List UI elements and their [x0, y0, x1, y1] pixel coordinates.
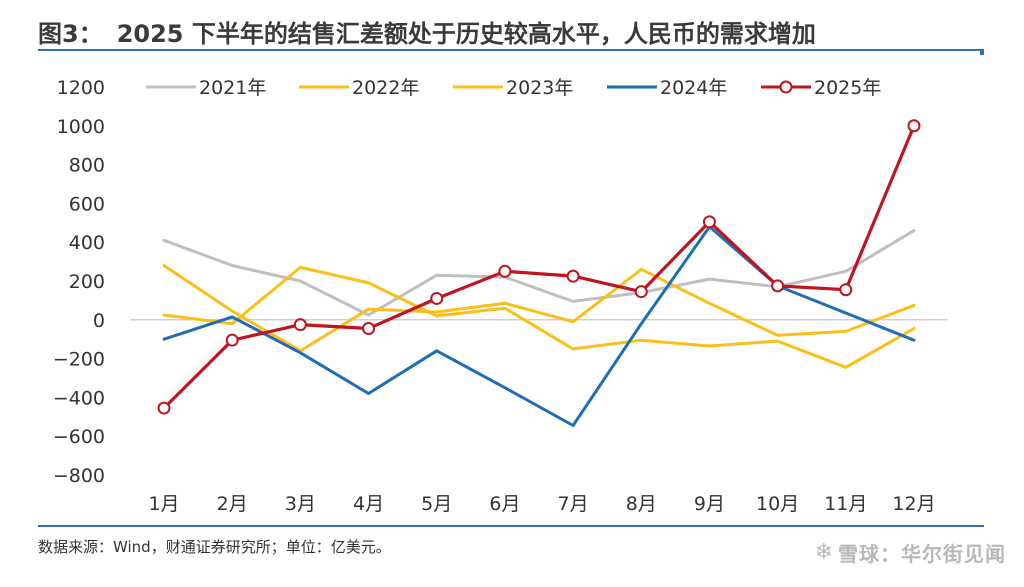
y-axis: 1200 1000 800 600 400 200 0 −200 −400 −600 −800 [53, 77, 948, 487]
x-tick-label: 10月 [756, 493, 799, 515]
y-tick-label: 1200 [57, 77, 105, 99]
bottom-rule [38, 525, 984, 527]
x-tick-label: 3月 [285, 493, 316, 515]
series-line-2022年 [162, 264, 916, 353]
data-point [702, 215, 716, 229]
legend-label: 2021年 [199, 77, 266, 99]
x-tick-label: 2月 [217, 493, 248, 515]
y-tick-label: −600 [53, 426, 105, 448]
page-title: 图3： 2025 下半年的结售汇差额处于历史较高水平，人民币的需求增加 [38, 14, 816, 49]
chart-title: 2025 下半年的结售汇差额处于历史较高水平，人民币的需求增加 [116, 20, 816, 48]
x-tick-label: 7月 [558, 493, 589, 515]
x-tick-label: 4月 [353, 493, 384, 515]
series-line-2024年 [162, 225, 916, 427]
x-tick-label: 11月 [824, 493, 867, 515]
data-point [566, 269, 580, 283]
watermark: ❄ 雪球：华尔街见闻 [815, 538, 1006, 567]
y-tick-label: 600 [69, 193, 105, 215]
data-point [771, 279, 785, 293]
legend-label: 2024年 [660, 77, 727, 99]
data-point [430, 291, 444, 305]
x-tick-label: 5月 [421, 493, 452, 515]
data-point [157, 401, 171, 415]
y-tick-label: −800 [53, 465, 105, 487]
x-tick-label: 12月 [892, 493, 935, 515]
data-point [498, 264, 512, 278]
source-note: 数据来源：Wind，财通证券研究所；单位：亿美元。 [38, 538, 391, 556]
x-tick-label: 1月 [148, 493, 179, 515]
legend-label: 2022年 [352, 77, 419, 99]
data-point [839, 283, 853, 297]
legend-label: 2025年 [814, 77, 881, 99]
x-axis: 1月 2月 3月 4月 5月 6月 7月 8月 9月 10月 11月 12月 [148, 493, 935, 515]
legend-marker [779, 80, 793, 94]
snowball-icon: ❄ [814, 540, 834, 565]
y-tick-label: −200 [53, 349, 105, 371]
y-tick-label: −400 [53, 387, 105, 409]
x-tick-label: 6月 [489, 493, 520, 515]
data-point [293, 318, 307, 332]
watermark-text: 雪球：华尔街见闻 [838, 542, 1006, 566]
top-rule [38, 49, 984, 55]
data-point [634, 285, 648, 299]
series-layer [157, 119, 921, 427]
x-tick-label: 9月 [694, 493, 725, 515]
y-tick-label: 800 [69, 155, 105, 177]
y-tick-label: 200 [69, 271, 105, 293]
series-line-2025年 [162, 124, 916, 410]
y-tick-label: 0 [93, 310, 105, 332]
y-tick-label: 1000 [57, 116, 105, 138]
y-tick-label: 400 [69, 232, 105, 254]
data-point [362, 322, 376, 336]
series-line-2023年 [162, 265, 916, 369]
figure-label: 图3： [38, 20, 103, 48]
legend: 2021年 2022年 2023年 2024年 2025年 [146, 77, 881, 99]
data-point [225, 333, 239, 347]
legend-label: 2023年 [506, 77, 573, 99]
x-tick-label: 8月 [626, 493, 657, 515]
data-point [907, 119, 921, 133]
